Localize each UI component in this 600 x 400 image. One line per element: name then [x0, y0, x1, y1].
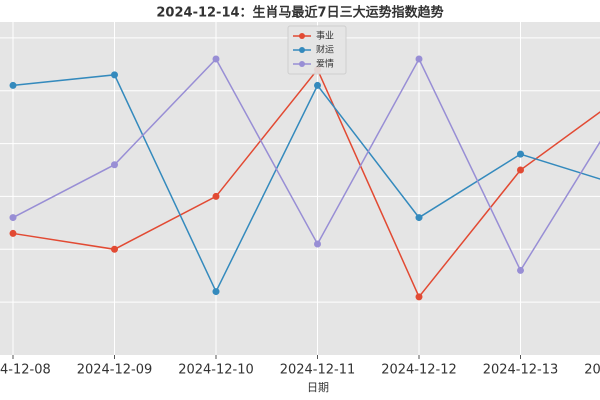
data-point	[9, 81, 17, 89]
data-point	[9, 229, 17, 237]
data-point	[212, 288, 220, 296]
legend-label: 事业	[316, 30, 334, 42]
data-point	[212, 192, 220, 200]
x-tick-label: 2024-12-10	[178, 363, 254, 378]
data-point	[415, 55, 423, 63]
legend-marker	[299, 47, 305, 53]
data-point	[212, 55, 220, 63]
data-point	[111, 245, 118, 253]
x-tick-label: 2024-12-08	[0, 363, 51, 378]
data-point	[415, 293, 423, 301]
legend-label: 财运	[316, 44, 334, 56]
data-point	[517, 266, 524, 274]
data-point	[517, 150, 524, 158]
x-tick-label: 2024-12-13	[483, 363, 559, 378]
data-point	[314, 240, 321, 248]
data-point	[9, 214, 17, 222]
chart-title: 2024-12-14：生肖马最近7日三大运势指数趋势	[156, 5, 443, 21]
legend-label: 爱情	[316, 58, 334, 70]
x-tick-label: 2024-12-09	[77, 363, 153, 378]
data-point	[415, 214, 423, 222]
plot-area	[0, 22, 600, 355]
x-axis-label: 日期	[307, 381, 329, 394]
legend-marker	[299, 61, 305, 67]
data-point	[517, 166, 524, 174]
data-point	[314, 81, 321, 89]
legend-marker	[299, 33, 305, 39]
x-tick-label: 2024-12-12	[381, 363, 457, 378]
x-tick-label: 2024-12-14	[584, 363, 600, 378]
x-tick-label: 2024-12-11	[280, 363, 356, 378]
data-point	[111, 71, 118, 79]
data-point	[111, 161, 118, 169]
